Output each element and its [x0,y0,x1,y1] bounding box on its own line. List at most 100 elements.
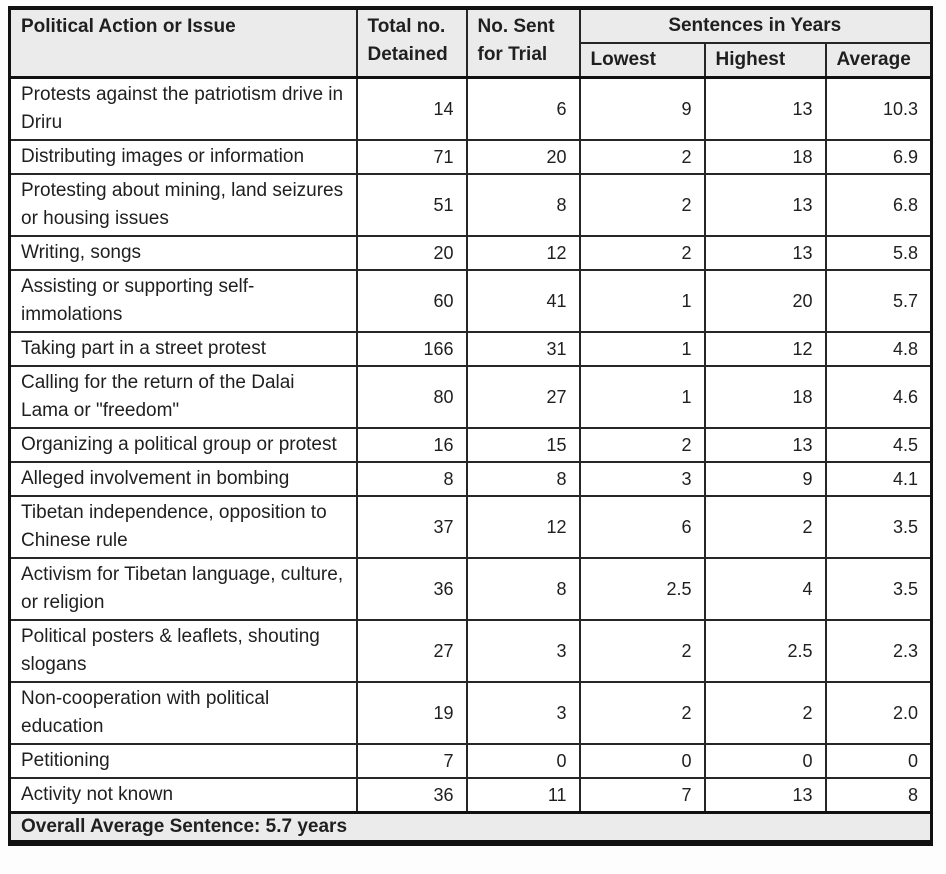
cell-highest-sentence: 2 [703,495,827,559]
cell-sent-for-trial: 3 [465,619,581,683]
cell-lowest-sentence: 0 [578,743,706,779]
cell-highest-sentence: 13 [703,76,827,141]
cell-action: Alleged involvement in bombing [8,461,358,497]
overall-average-note: Overall Average Sentence: 5.7 years [8,811,933,844]
table-row: Calling for the return of the Dalai Lama… [8,365,933,429]
cell-sent-for-trial: 20 [465,139,581,175]
cell-action: Writing, songs [8,235,358,271]
cell-total-detained: 166 [355,331,468,367]
table-row: Protesting about mining, land seizures o… [8,173,933,237]
cell-sent-for-trial: 8 [465,557,581,621]
cell-total-detained: 60 [355,269,468,333]
cell-total-detained: 37 [355,495,468,559]
cell-average-sentence: 4.1 [824,461,933,497]
cell-average-sentence: 5.7 [824,269,933,333]
cell-highest-sentence: 0 [703,743,827,779]
cell-lowest-sentence: 1 [578,331,706,367]
table-row: Activism for Tibetan language, culture, … [8,557,933,621]
header-average: Average [824,42,933,79]
cell-action: Non-cooperation with political education [8,681,358,745]
table-row: Non-cooperation with political education… [8,681,933,745]
header-political-action: Political Action or Issue [8,7,358,79]
cell-highest-sentence: 18 [703,365,827,429]
cell-highest-sentence: 13 [703,235,827,271]
cell-average-sentence: 4.5 [824,427,933,463]
cell-highest-sentence: 13 [703,173,827,237]
header-total-detained: Total no. Detained [355,7,468,79]
cell-average-sentence: 2.0 [824,681,933,745]
cell-sent-for-trial: 6 [465,76,581,141]
cell-lowest-sentence: 6 [578,495,706,559]
cell-lowest-sentence: 9 [578,76,706,141]
cell-highest-sentence: 20 [703,269,827,333]
header-row-main: Political Action or Issue Total no. Deta… [8,7,933,79]
header-highest: Highest [703,42,827,79]
cell-action: Petitioning [8,743,358,779]
cell-average-sentence: 8 [824,777,933,814]
cell-sent-for-trial: 15 [465,427,581,463]
table-body: Protests against the patriotism drive in… [8,76,933,814]
cell-highest-sentence: 18 [703,139,827,175]
cell-average-sentence: 3.5 [824,495,933,559]
cell-highest-sentence: 9 [703,461,827,497]
cell-action: Calling for the return of the Dalai Lama… [8,365,358,429]
cell-average-sentence: 6.9 [824,139,933,175]
table-row: Alleged involvement in bombing 8 8 3 9 4… [8,461,933,497]
cell-highest-sentence: 13 [703,777,827,814]
cell-average-sentence: 6.8 [824,173,933,237]
header-sentences-group: Sentences in Years [578,7,933,44]
footer-row: Overall Average Sentence: 5.7 years [8,811,933,844]
cell-sent-for-trial: 8 [465,173,581,237]
cell-action: Activism for Tibetan language, culture, … [8,557,358,621]
table-row: Assisting or supporting self-immolations… [8,269,933,333]
cell-lowest-sentence: 2.5 [578,557,706,621]
cell-action: Distributing images or information [8,139,358,175]
cell-action: Protesting about mining, land seizures o… [8,173,358,237]
cell-average-sentence: 3.5 [824,557,933,621]
cell-action: Tibetan independence, opposition to Chin… [8,495,358,559]
table-footer: Overall Average Sentence: 5.7 years [8,811,933,844]
table-row: Tibetan independence, opposition to Chin… [8,495,933,559]
sentencing-table: Political Action or Issue Total no. Deta… [8,6,934,846]
cell-average-sentence: 0 [824,743,933,779]
cell-sent-for-trial: 31 [465,331,581,367]
cell-lowest-sentence: 2 [578,619,706,683]
cell-lowest-sentence: 2 [578,173,706,237]
table-row: Political posters & leaflets, shouting s… [8,619,933,683]
document-page: Political Action or Issue Total no. Deta… [8,6,934,846]
table-row: Taking part in a street protest 166 31 1… [8,331,933,367]
cell-total-detained: 20 [355,235,468,271]
table-row: Writing, songs 20 12 2 13 5.8 [8,235,933,271]
cell-sent-for-trial: 8 [465,461,581,497]
cell-lowest-sentence: 2 [578,235,706,271]
cell-total-detained: 80 [355,365,468,429]
cell-sent-for-trial: 27 [465,365,581,429]
cell-sent-for-trial: 12 [465,235,581,271]
cell-total-detained: 71 [355,139,468,175]
cell-average-sentence: 4.6 [824,365,933,429]
table-row: Petitioning 7 0 0 0 0 [8,743,933,779]
cell-lowest-sentence: 2 [578,427,706,463]
cell-lowest-sentence: 1 [578,269,706,333]
cell-action: Activity not known [8,777,358,814]
cell-highest-sentence: 4 [703,557,827,621]
header-row-sub: Lowest Highest Average [10,42,933,79]
cell-total-detained: 7 [355,743,468,779]
cell-total-detained: 27 [355,619,468,683]
cell-highest-sentence: 13 [703,427,827,463]
cell-sent-for-trial: 0 [465,743,581,779]
table-row: Organizing a political group or protest … [8,427,933,463]
table-row: Protests against the patriotism drive in… [8,76,933,141]
cell-action: Political posters & leaflets, shouting s… [8,619,358,683]
cell-average-sentence: 2.3 [824,619,933,683]
cell-total-detained: 36 [355,557,468,621]
cell-action: Taking part in a street protest [8,331,358,367]
table-header: Political Action or Issue Total no. Deta… [8,7,933,79]
cell-lowest-sentence: 2 [578,139,706,175]
cell-lowest-sentence: 3 [578,461,706,497]
cell-average-sentence: 5.8 [824,235,933,271]
cell-sent-for-trial: 11 [465,777,581,814]
table-row: Activity not known 36 11 7 13 8 [8,777,933,814]
cell-highest-sentence: 12 [703,331,827,367]
cell-action: Organizing a political group or protest [8,427,358,463]
